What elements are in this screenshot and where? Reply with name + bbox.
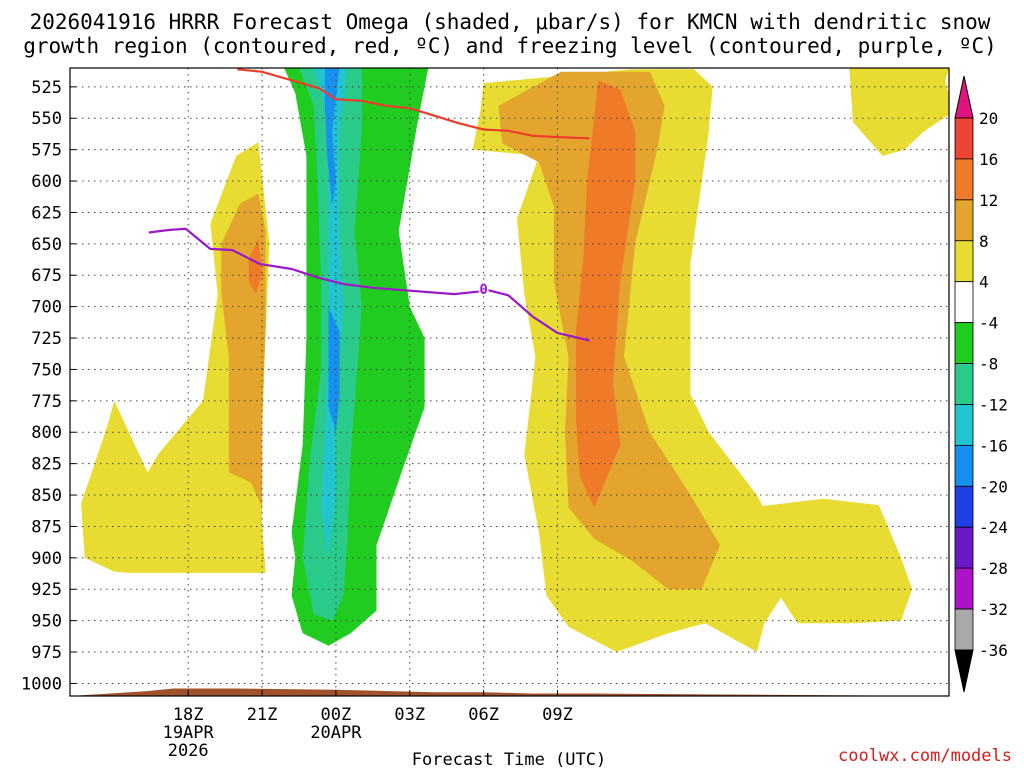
y-tick-label-775: 775 bbox=[31, 392, 62, 412]
x-tick-label-21Z: 21Z bbox=[247, 705, 278, 725]
colorbar-bottom-cap bbox=[954, 649, 974, 693]
contour-label-0: 0 bbox=[479, 282, 487, 298]
colorbar-swatch-4 bbox=[954, 281, 974, 324]
colorbar-swatch-0 bbox=[954, 117, 974, 160]
colorbar-label-4: 4 bbox=[979, 273, 989, 292]
y-tick-label-950: 950 bbox=[31, 612, 62, 632]
colorbar-label-8: -16 bbox=[979, 436, 1008, 455]
colorbar-label-11: -28 bbox=[979, 559, 1008, 578]
y-tick-label-675: 675 bbox=[31, 266, 62, 286]
y-tick-label-925: 925 bbox=[31, 580, 62, 600]
colorbar-swatch-1 bbox=[954, 158, 974, 201]
colorbar-swatch-10 bbox=[954, 526, 974, 569]
colorbar-swatch-3 bbox=[954, 240, 974, 283]
chart-title-line-2: growth region (contoured, red, ºC) and f… bbox=[23, 34, 997, 58]
colorbar-swatch-9 bbox=[954, 485, 974, 528]
y-tick-label-700: 700 bbox=[31, 298, 62, 318]
colorbar-swatch-8 bbox=[954, 444, 974, 487]
x-tick-label-09Z: 09Z bbox=[542, 705, 573, 725]
x-axis-title: Forecast Time (UTC) bbox=[412, 750, 606, 768]
omega-region-2 bbox=[248, 238, 263, 295]
colorbar-label-7: -12 bbox=[979, 395, 1008, 414]
colorbar-label-1: 16 bbox=[979, 150, 998, 169]
plot-frame bbox=[69, 67, 950, 697]
y-tick-label-550: 550 bbox=[31, 109, 62, 129]
y-tick-label-825: 825 bbox=[31, 455, 62, 475]
colorbar-swatch-6 bbox=[954, 363, 974, 405]
y-tick-label-850: 850 bbox=[31, 486, 62, 506]
x-tick-label-18Z: 18Z bbox=[173, 705, 204, 725]
colorbar-label-6: -8 bbox=[979, 355, 998, 374]
colorbar-top-cap bbox=[954, 75, 974, 119]
x-tick-year-18Z: 2026 bbox=[168, 741, 209, 761]
colorbar-label-12: -32 bbox=[979, 600, 1008, 619]
terrain-fill bbox=[70, 688, 949, 696]
y-tick-label-575: 575 bbox=[31, 141, 62, 161]
credit-text: coolwx.com/models bbox=[838, 746, 1012, 766]
y-tick-label-750: 750 bbox=[31, 360, 62, 380]
colorbar-label-5: -4 bbox=[979, 314, 998, 333]
colorbar-swatch-7 bbox=[954, 404, 974, 446]
y-tick-label-875: 875 bbox=[31, 517, 62, 537]
colorbar-label-2: 12 bbox=[979, 191, 998, 210]
omega-region-7 bbox=[716, 498, 913, 624]
chart-title-line-1: 2026041916 HRRR Forecast Omega (shaded, … bbox=[30, 10, 991, 34]
contour-line-0 bbox=[148, 227, 590, 342]
gridlines bbox=[70, 68, 949, 696]
colorbar-swatch-11 bbox=[954, 567, 974, 610]
colorbar-label-9: -20 bbox=[979, 477, 1008, 496]
contour-label-bg-0 bbox=[478, 281, 489, 296]
x-tick-label-06Z: 06Z bbox=[468, 705, 499, 725]
colorbar-label-0: 20 bbox=[979, 109, 998, 128]
y-tick-label-650: 650 bbox=[31, 235, 62, 255]
y-axis: 525 550 575 600 625 650 675 700 725 750 775 800 825 8… bbox=[21, 78, 76, 694]
contour-line-1 bbox=[237, 68, 590, 140]
y-tick-label-625: 625 bbox=[31, 203, 62, 223]
y-tick-label-900: 900 bbox=[31, 549, 62, 569]
x-tick-date-18Z: 19APR bbox=[163, 723, 215, 743]
colorbar-label-13: -36 bbox=[979, 641, 1008, 660]
y-tick-label-975: 975 bbox=[31, 643, 62, 663]
y-tick-label-525: 525 bbox=[31, 78, 62, 98]
colorbar-label-3: 8 bbox=[979, 232, 989, 251]
y-tick-label-1000: 1000 bbox=[21, 674, 62, 694]
contour-lines: 0 bbox=[148, 68, 590, 342]
colorbar-swatch-2 bbox=[954, 199, 974, 242]
colorbar-label-10: -24 bbox=[979, 518, 1008, 537]
colorbar-swatch-12 bbox=[954, 608, 974, 651]
omega-region-6 bbox=[849, 68, 949, 156]
omega-region-3 bbox=[472, 69, 787, 653]
x-tick-label-03Z: 03Z bbox=[394, 705, 425, 725]
y-tick-label-600: 600 bbox=[31, 172, 62, 192]
omega-shading bbox=[81, 68, 949, 653]
terrain bbox=[70, 688, 949, 696]
y-tick-label-800: 800 bbox=[31, 423, 62, 443]
omega-region-5 bbox=[576, 80, 636, 508]
x-tick-date-00Z: 20APR bbox=[310, 723, 362, 743]
colorbar: 20 16 12 8 4 -4 -8 -12 -16 -20 -24 -28 -32 -36 bbox=[954, 75, 1008, 693]
omega-region-13 bbox=[324, 68, 340, 207]
x-tick-label-00Z: 00Z bbox=[321, 705, 352, 725]
y-tick-label-725: 725 bbox=[31, 329, 62, 349]
colorbar-swatch-5 bbox=[954, 322, 974, 364]
